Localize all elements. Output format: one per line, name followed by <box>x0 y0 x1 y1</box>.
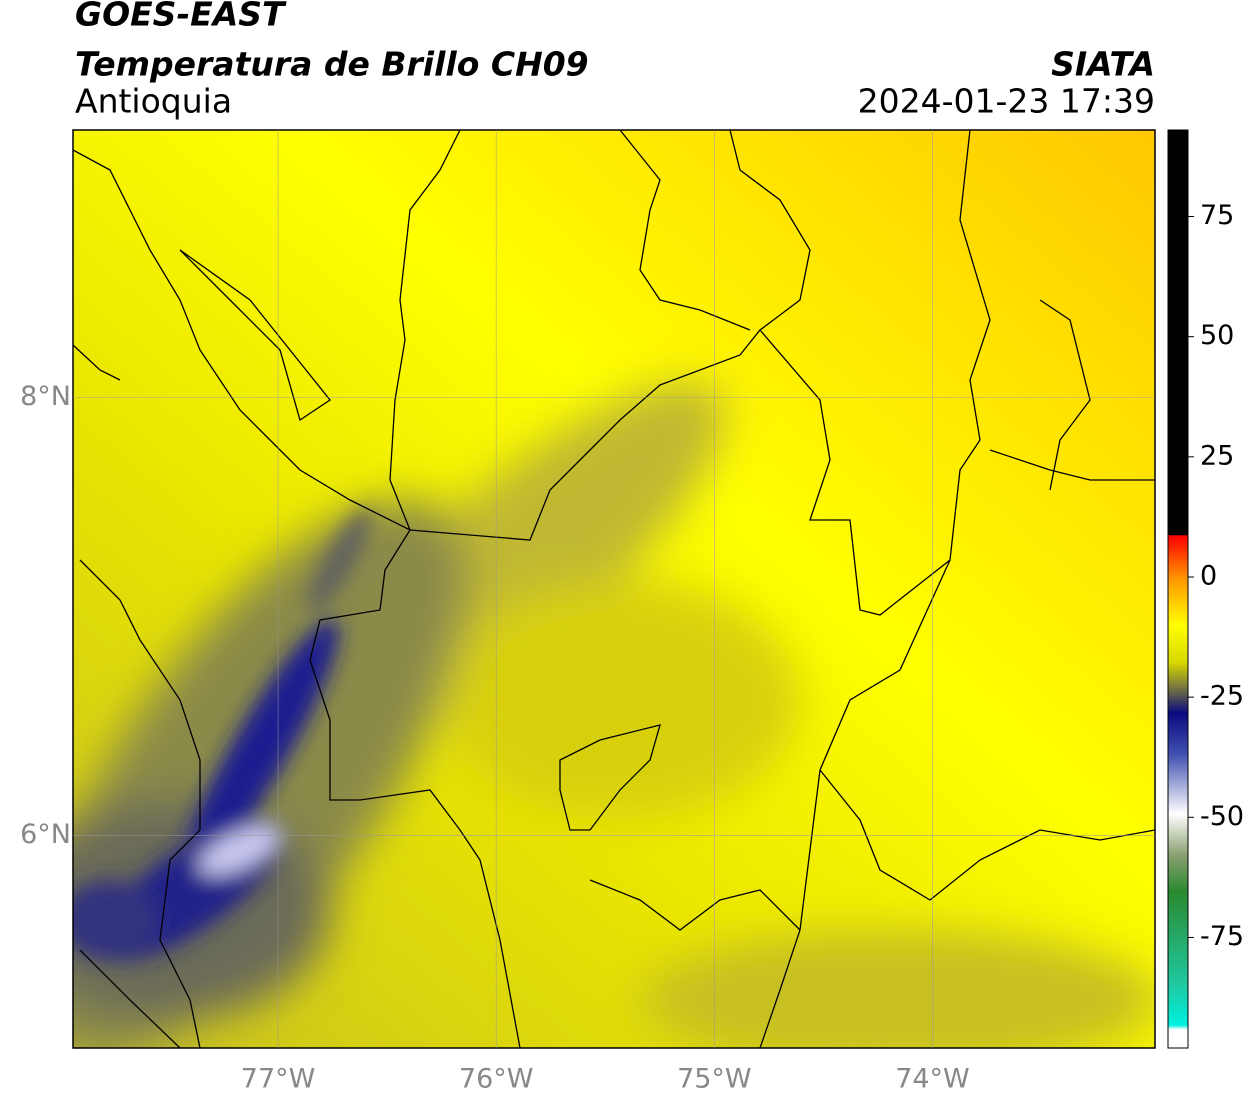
x-tick-label: 75°W <box>677 1064 752 1095</box>
region: Antioquia <box>75 82 232 121</box>
colorbar-tick-label: 0 <box>1200 560 1217 591</box>
colorbar-tick-label: 25 <box>1200 440 1234 471</box>
timestamp: 2024-01-23 17:39 <box>858 82 1155 121</box>
source: SIATA <box>1051 45 1155 84</box>
colorbar-tick-label: -50 <box>1200 801 1244 832</box>
map-image <box>73 130 1155 1048</box>
y-tick-label: 6°N <box>20 819 71 850</box>
map-frame <box>72 129 1156 1049</box>
subtitle: Temperatura de Brillo CH09 <box>75 45 589 84</box>
x-tick-label: 74°W <box>895 1064 970 1095</box>
colorbar-tick-label: 50 <box>1200 320 1234 351</box>
colorbar-tick-label: -75 <box>1200 921 1244 952</box>
x-tick-label: 76°W <box>459 1064 534 1095</box>
x-tick-label: 77°W <box>241 1064 316 1095</box>
title: GOES-EAST <box>75 0 287 34</box>
colorbar-tick-label: 75 <box>1200 200 1234 231</box>
y-tick-label: 8°N <box>20 381 71 412</box>
colorbar-tick-label: -25 <box>1200 681 1244 712</box>
colorbar <box>1167 129 1189 1049</box>
